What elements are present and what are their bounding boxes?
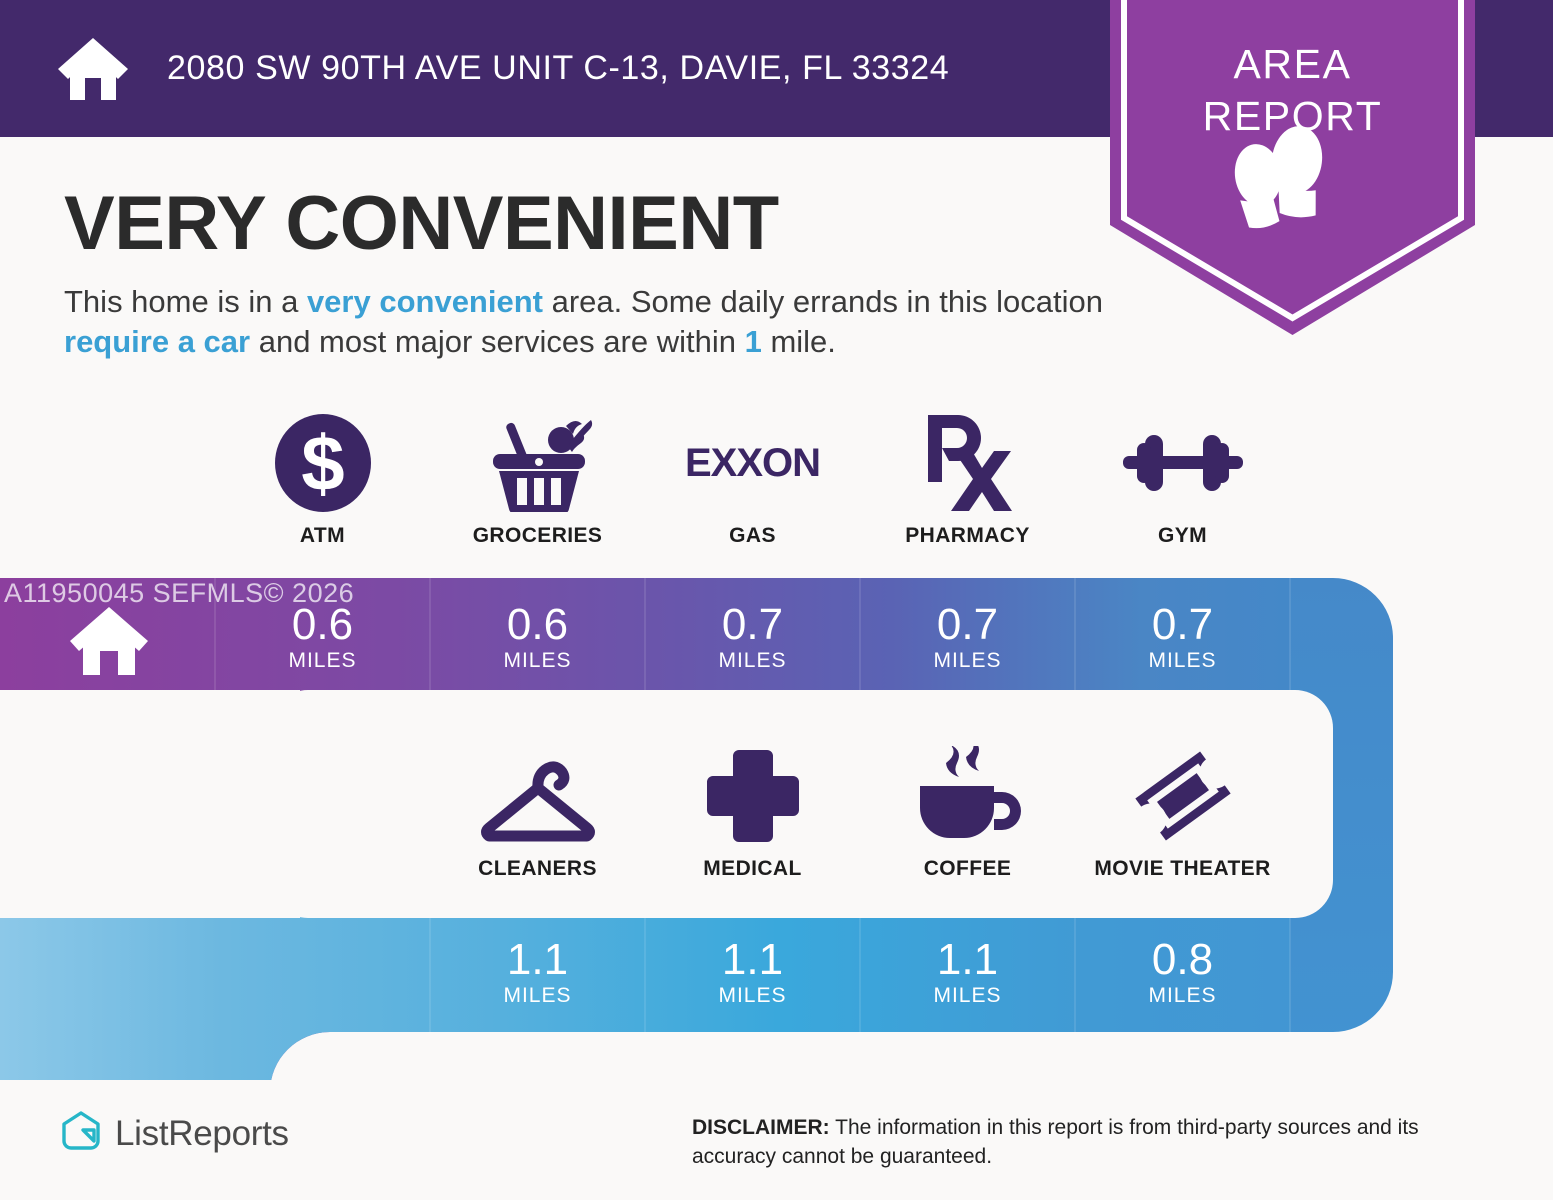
- listreports-logo: ListReports: [60, 1110, 289, 1157]
- disclaimer-label: DISCLAIMER:: [692, 1116, 830, 1139]
- ticket-icon: [1131, 748, 1235, 844]
- distance-unit: MILES: [503, 983, 572, 1007]
- distance-value: 1.1: [721, 934, 784, 984]
- distance-value: 0.7: [721, 599, 784, 649]
- hero-description: This home is in a very convenient area. …: [64, 282, 1104, 362]
- amenity-gym: GYM: [1075, 415, 1290, 548]
- amenity-coffee: COFFEE: [860, 746, 1075, 881]
- amenity-label: GAS: [729, 524, 776, 547]
- desc-text-1: This home is in a: [64, 284, 307, 319]
- mls-watermark: A11950045 SEFMLS© 2026: [4, 578, 355, 608]
- desc-highlight-3: 1: [744, 324, 762, 359]
- desc-text-3: and most major services are within: [250, 324, 745, 359]
- distance-value: 1.1: [506, 934, 569, 984]
- amenity-cell-spacer: [0, 415, 215, 548]
- distance-unit: MILES: [933, 983, 1002, 1007]
- amenity-label: MEDICAL: [703, 857, 802, 880]
- amenity-label: PHARMACY: [905, 524, 1030, 547]
- amenity-pharmacy: PHARMACY: [860, 415, 1075, 548]
- distance-value: 0.7: [1151, 599, 1214, 649]
- amenity-label: GROCERIES: [472, 524, 603, 547]
- distance-gym: 0.7 MILES: [1075, 578, 1290, 696]
- distance-value: 0.7: [936, 599, 999, 649]
- distance-groceries: 0.6 MILES: [430, 578, 645, 696]
- disclaimer: DISCLAIMER: The information in this repo…: [692, 1113, 1502, 1171]
- listreports-wordmark: ListReports: [115, 1113, 289, 1153]
- distance-value: 0.8: [1151, 934, 1214, 984]
- house-icon: [56, 36, 130, 102]
- desc-text-2: area. Some daily errands in this locatio…: [542, 284, 1103, 319]
- hanger-icon: [475, 748, 601, 844]
- distance-unit: MILES: [718, 648, 787, 672]
- amenity-cleaners: CLEANERS: [430, 748, 645, 881]
- amenity-groceries: GROCERIES: [430, 415, 645, 548]
- amenity-movie-theater: MOVIE THEATER: [1075, 748, 1290, 881]
- footprints-icon: [1234, 126, 1323, 229]
- distance-value: 0.6: [506, 599, 569, 649]
- distance-unit: MILES: [1148, 983, 1217, 1007]
- distance-unit: MILES: [1148, 648, 1217, 672]
- distance-gas: 0.7 MILES: [645, 578, 860, 696]
- area-report-badge: AREA REPORT: [1110, 0, 1475, 335]
- amenity-label: MOVIE THEATER: [1094, 857, 1271, 880]
- amenity-label: COFFEE: [923, 857, 1012, 880]
- desc-highlight-2: require a car: [64, 324, 251, 359]
- subject-property-house-icon: [68, 605, 150, 682]
- amenity-label: GYM: [1157, 524, 1208, 547]
- distance-row-2: 1.1 MILES 1.1 MILES 1.1 MILES 0.8 MILES: [0, 913, 1553, 1031]
- distance-unit: MILES: [288, 648, 357, 672]
- medical-cross-icon: [705, 748, 801, 844]
- distance-unit: MILES: [933, 648, 1002, 672]
- distance-coffee: 1.1 MILES: [860, 913, 1075, 1031]
- exxon-wordmark: EXXON: [684, 440, 821, 485]
- amenity-icon-row-2: CLEANERS MEDICAL COFFEE: [0, 746, 1553, 881]
- coffee-cup-icon: [912, 746, 1024, 844]
- svg-text:$: $: [301, 419, 344, 507]
- amenity-cell-spacer: [215, 748, 430, 881]
- distance-movie-theater: 0.8 MILES: [1075, 913, 1290, 1031]
- exxon-logo-icon: EXXON: [684, 415, 821, 511]
- listreports-house-tag-icon: [60, 1110, 102, 1157]
- distance-unit: MILES: [718, 983, 787, 1007]
- distance-cleaners: 1.1 MILES: [430, 913, 645, 1031]
- distance-atm: 0.6 MILES: [215, 578, 430, 696]
- desc-highlight-1: very convenient: [306, 284, 543, 319]
- amenity-gas: EXXON GAS: [645, 415, 860, 548]
- amenity-medical: MEDICAL: [645, 748, 860, 881]
- amenity-label: CLEANERS: [478, 857, 597, 880]
- distance-unit: MILES: [503, 648, 572, 672]
- amenity-label: ATM: [299, 524, 346, 547]
- distance-ribbon: [0, 578, 1393, 1080]
- amenity-atm: $ ATM: [215, 414, 430, 548]
- desc-text-4: mile.: [761, 324, 836, 359]
- shopping-basket-icon: [483, 415, 593, 512]
- amenity-cell-spacer: [0, 748, 215, 881]
- dumbbell-icon: [1122, 415, 1243, 511]
- dollar-circle-icon: $: [274, 414, 372, 512]
- distance-row-1: 0.6 MILES 0.6 MILES 0.7 MILES 0.7 MILES …: [0, 578, 1553, 696]
- property-address: 2080 SW 90TH AVE UNIT C-13, DAVIE, FL 33…: [167, 49, 950, 87]
- distance-pharmacy: 0.7 MILES: [860, 578, 1075, 696]
- rx-icon: [920, 415, 1016, 511]
- disclaimer-text: The information in this report is from t…: [692, 1116, 1419, 1168]
- page-title: VERY CONVENIENT: [64, 181, 779, 266]
- distance-value: 1.1: [936, 934, 999, 984]
- distance-medical: 1.1 MILES: [645, 913, 860, 1031]
- distance-value: 0.6: [291, 599, 354, 649]
- amenity-icon-row-1: $ ATM GROC: [0, 414, 1553, 548]
- hero-section: VERY CONVENIENT This home is in a very c…: [64, 182, 1104, 362]
